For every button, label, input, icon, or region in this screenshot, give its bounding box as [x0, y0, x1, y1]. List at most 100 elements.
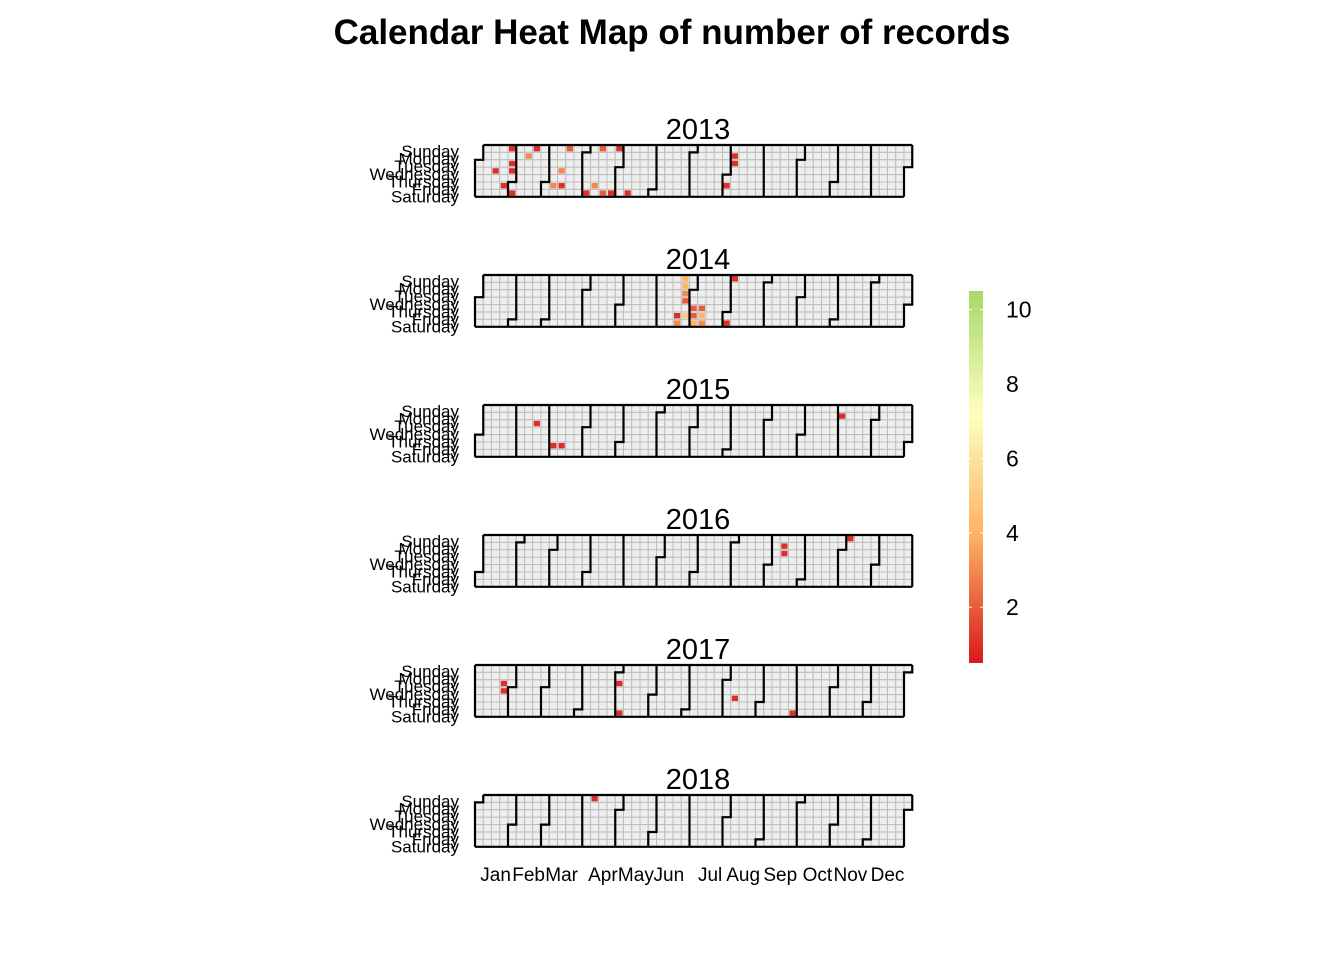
day-cell: [903, 549, 913, 558]
day-cell: [639, 296, 649, 306]
day-cell: [639, 534, 649, 543]
day-cell: [548, 419, 558, 428]
day-cell: [755, 289, 765, 298]
day-cell: [656, 318, 666, 328]
day-cell: [482, 426, 492, 436]
day-cell: [491, 181, 501, 190]
day-cell: [573, 564, 583, 573]
day-cell: [763, 296, 773, 306]
day-cell: [895, 448, 905, 458]
day-label: Wednesday: [370, 295, 460, 314]
day-cell: [623, 679, 633, 688]
day-cell: [705, 181, 715, 190]
day-cell: [482, 578, 492, 588]
day-cell: [606, 174, 616, 183]
day-cell: [862, 159, 872, 168]
day-label: Sunday: [401, 142, 459, 161]
day-cell: [870, 448, 880, 458]
day-cell: [796, 556, 806, 566]
day-cell: [631, 441, 641, 450]
day-cell: [540, 151, 550, 161]
day-cell: [623, 571, 633, 580]
day-cell: [845, 144, 855, 153]
day-cell: [829, 411, 839, 421]
day-cell: [581, 281, 591, 291]
day-cell: [565, 571, 575, 580]
day-cell: [697, 831, 707, 840]
day-cell: [779, 671, 789, 681]
day-cell: [647, 166, 657, 176]
day-cell: [804, 166, 814, 176]
day-cell: [540, 816, 550, 826]
day-cell: [829, 304, 839, 313]
day-cell: [755, 564, 765, 573]
day-cell: [656, 679, 666, 688]
day-cell: [845, 686, 855, 696]
day-cell: [647, 181, 657, 190]
day-cell: [689, 426, 699, 436]
day-cell: [598, 686, 608, 696]
day-cell: [779, 274, 789, 283]
month-boundary: [581, 535, 592, 587]
day-cell: [812, 318, 822, 328]
day-cell: [804, 434, 814, 443]
day-cell: [887, 686, 897, 696]
legend-colorbar: [969, 291, 983, 663]
day-cell: [713, 686, 723, 696]
month-boundaries: [473, 793, 914, 848]
day-cell: [482, 809, 492, 818]
day-cell: [524, 556, 534, 566]
day-cell: [631, 151, 641, 161]
day-cell: [755, 151, 765, 161]
day-cell: [804, 549, 814, 558]
record-cell: [781, 543, 788, 549]
day-cell: [746, 701, 756, 710]
day-cell: [623, 181, 633, 190]
day-cell: [532, 318, 542, 328]
day-cell: [482, 274, 492, 283]
day-cell: [713, 679, 723, 688]
month-boundary: [581, 275, 592, 327]
month-boundary: [647, 145, 658, 197]
day-cell: [631, 411, 641, 421]
day-cell: [755, 571, 765, 580]
day-cell: [672, 541, 682, 551]
day-label: Tuesday: [394, 287, 459, 306]
day-cell: [515, 549, 525, 558]
day-cells: [474, 144, 913, 198]
day-cell: [664, 549, 674, 558]
day-cell: [779, 686, 789, 696]
day-cell: [565, 311, 575, 320]
day-cell: [614, 318, 624, 328]
day-cell: [557, 556, 567, 566]
day-cell: [672, 441, 682, 450]
day-cell: [482, 824, 492, 833]
day-cell: [565, 181, 575, 190]
day-cell: [862, 694, 872, 703]
day-cell: [730, 426, 740, 436]
day-cell: [557, 174, 567, 183]
day-cell: [812, 664, 822, 673]
day-cell: [812, 571, 822, 580]
day-cell: [647, 151, 657, 161]
day-label: Tuesday: [394, 677, 459, 696]
day-cell: [812, 541, 822, 551]
month-boundary: [795, 795, 807, 847]
day-cell: [697, 541, 707, 551]
day-cell: [796, 686, 806, 696]
day-cell: [887, 816, 897, 826]
day-cell: [540, 708, 550, 718]
day-cell: [829, 151, 839, 161]
day-cell: [491, 571, 501, 580]
day-label: Tuesday: [394, 547, 459, 566]
day-cell: [548, 578, 558, 588]
day-cell: [804, 441, 814, 450]
day-cell: [730, 281, 740, 291]
day-label: Thursday: [388, 692, 459, 711]
day-cell: [656, 708, 666, 718]
day-cell: [812, 144, 822, 153]
day-cell: [887, 296, 897, 306]
day-cell: [755, 426, 765, 436]
day-cell: [656, 174, 666, 183]
day-cell: [532, 404, 542, 413]
